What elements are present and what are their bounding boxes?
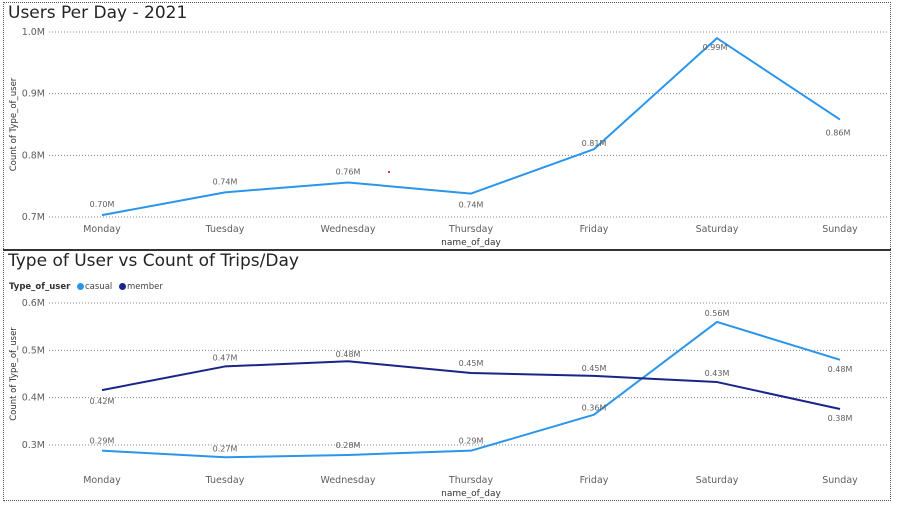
y-tick-label: 1.0M <box>22 27 45 38</box>
chart-title: Users Per Day - 2021 <box>8 3 188 23</box>
data-label: 0.48M <box>336 350 361 359</box>
data-label: 0.86M <box>826 129 851 138</box>
data-label: 0.38M <box>828 414 853 423</box>
data-label: 0.43M <box>705 369 730 378</box>
users-per-day-chart[interactable]: Users Per Day - 2021 0.7M 0.8M 0.9M 1.0M Mon… <box>3 2 891 249</box>
data-label: 0.74M <box>213 177 238 186</box>
data-label: 0.74M <box>459 201 484 210</box>
y-tick-label: 0.3M <box>22 440 45 451</box>
x-tick-label: Saturday <box>696 224 739 235</box>
data-label: 0.42M <box>90 397 115 406</box>
legend: Type_of_user casual member <box>9 282 163 292</box>
x-tick-label: Wednesday <box>320 224 375 235</box>
data-label: 0.45M <box>582 364 607 373</box>
data-label: 0.47M <box>213 353 238 362</box>
marker-dot <box>388 171 390 173</box>
data-label: 0.29M <box>459 437 484 446</box>
chart-title: Type of User vs Count of Trips/Day <box>8 251 299 271</box>
x-tick-label: Friday <box>580 475 609 486</box>
data-label: 0.29M <box>90 437 115 446</box>
legend-title: Type_of_user <box>9 282 71 292</box>
legend-member-marker <box>118 283 126 290</box>
x-tick-label: Wednesday <box>320 475 375 486</box>
y-tick-label: 0.4M <box>22 393 45 404</box>
x-tick-label: Thursday <box>448 224 494 235</box>
x-tick-label: Sunday <box>822 224 858 235</box>
x-tick-label: Tuesday <box>205 475 245 486</box>
data-label: 0.56M <box>705 309 730 318</box>
x-axis-title: name_of_day <box>441 489 501 499</box>
x-tick-label: Tuesday <box>205 224 245 235</box>
data-label: 0.48M <box>828 365 853 374</box>
y-tick-label: 0.7M <box>22 212 45 223</box>
y-tick-label: 0.8M <box>22 150 45 161</box>
users-per-day-plot[interactable]: 0.7M 0.8M 0.9M 1.0M Monday Tuesday Wednesday Th… <box>4 3 892 250</box>
data-label: 0.36M <box>582 404 607 413</box>
legend-member-label[interactable]: member <box>126 282 163 292</box>
y-tick-label: 0.9M <box>22 89 45 100</box>
user-type-trips-chart[interactable]: Type of User vs Count of Trips/Day Type_… <box>3 249 891 501</box>
x-tick-label: Friday <box>580 224 609 235</box>
legend-casual-label[interactable]: casual <box>85 282 113 292</box>
y-axis-title: Count of Type_of_user <box>9 327 19 421</box>
x-tick-label: Monday <box>83 475 121 486</box>
x-tick-label: Thursday <box>448 475 494 486</box>
x-tick-label: Saturday <box>696 475 739 486</box>
data-label: 0.81M <box>582 139 607 148</box>
legend-casual-marker <box>77 283 84 290</box>
data-label: 0.76M <box>336 167 361 176</box>
y-tick-label: 0.6M <box>22 298 45 309</box>
series-line-member <box>101 360 841 411</box>
series-line-total <box>101 37 841 217</box>
x-axis-title: name_of_day <box>441 238 501 248</box>
data-label: 0.99M <box>703 43 728 52</box>
x-tick-label: Sunday <box>822 475 858 486</box>
y-axis-title: Count of Type_of_user <box>9 77 19 171</box>
data-label: 0.27M <box>213 444 238 453</box>
data-label: 0.45M <box>459 359 484 368</box>
x-tick-label: Monday <box>83 224 121 235</box>
y-tick-label: 0.5M <box>22 345 45 356</box>
data-label: 0.28M <box>336 441 361 450</box>
series-line-casual <box>101 320 841 459</box>
data-label: 0.70M <box>90 200 115 209</box>
user-type-trips-plot[interactable]: 0.3M 0.4M 0.5M 0.6M Monday Tuesday Wednesday Th… <box>4 251 892 503</box>
